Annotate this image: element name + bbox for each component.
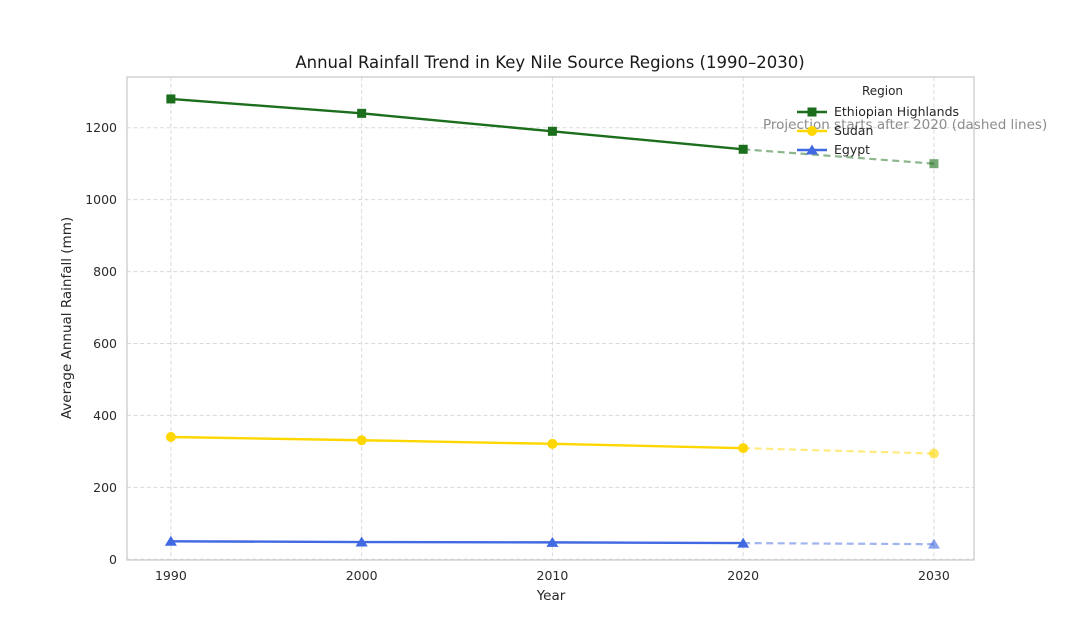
data-point-circle xyxy=(356,435,367,446)
data-point-triangle xyxy=(546,536,559,547)
x-axis-label: Year xyxy=(536,588,566,604)
legend-item-label: Ethiopian Highlands xyxy=(834,104,960,119)
data-point-square xyxy=(738,144,748,154)
legend: Region Ethiopian Highlands Sudan Egypt xyxy=(797,84,982,159)
x-tick-label: 2010 xyxy=(536,568,569,583)
data-point-circle xyxy=(928,448,939,459)
data-point-triangle xyxy=(927,538,940,549)
legend-item: Ethiopian Highlands xyxy=(797,102,982,121)
series-line-projection xyxy=(743,148,935,165)
legend-marker-icon xyxy=(797,144,827,154)
plot-border xyxy=(126,76,975,561)
y-tick-label: 1000 xyxy=(85,192,117,208)
y-tick-label: 400 xyxy=(93,407,117,423)
data-point-triangle xyxy=(355,536,368,547)
legend-item-label: Egypt xyxy=(834,142,871,157)
chart-title: Annual Rainfall Trend in Key Nile Source… xyxy=(295,53,805,72)
data-point-triangle xyxy=(164,535,177,546)
data-point-square xyxy=(929,159,939,169)
legend-item-label: Sudan xyxy=(834,123,874,138)
legend-item: Egypt xyxy=(797,140,982,159)
y-tick-label: 800 xyxy=(93,264,117,280)
y-tick-label: 0 xyxy=(109,551,117,567)
series-line-solid xyxy=(170,435,744,450)
legend-title: Region xyxy=(861,84,904,98)
x-tick-label: 2030 xyxy=(918,568,950,583)
legend-marker-icon xyxy=(797,107,827,116)
x-tick-label: 2020 xyxy=(727,568,760,583)
data-point-triangle xyxy=(737,537,750,548)
legend-marker-icon xyxy=(797,125,827,136)
x-tick-label: 2000 xyxy=(345,568,378,583)
y-tick-label: 1200 xyxy=(85,120,117,136)
data-point-circle xyxy=(547,438,558,449)
y-axis-label: Average Annual Rainfall (mm) xyxy=(59,216,75,420)
legend-items: Ethiopian Highlands Sudan Egypt xyxy=(797,102,982,159)
series-line-projection xyxy=(743,541,934,546)
data-point-circle xyxy=(738,443,749,454)
x-tick-label: 1990 xyxy=(154,568,187,583)
data-point-square xyxy=(357,108,367,118)
data-point-square xyxy=(166,94,176,104)
data-point-square xyxy=(547,126,557,136)
series-line-solid xyxy=(170,97,744,151)
series-line-solid xyxy=(170,540,744,545)
y-tick-label: 600 xyxy=(93,335,117,351)
projection-annotation: Projection starts after 2020 (dashed lin… xyxy=(763,117,1048,133)
data-point-circle xyxy=(165,432,176,443)
y-tick-label: 200 xyxy=(93,479,117,495)
legend-item: Sudan xyxy=(797,121,982,140)
series-line-projection xyxy=(743,447,934,455)
